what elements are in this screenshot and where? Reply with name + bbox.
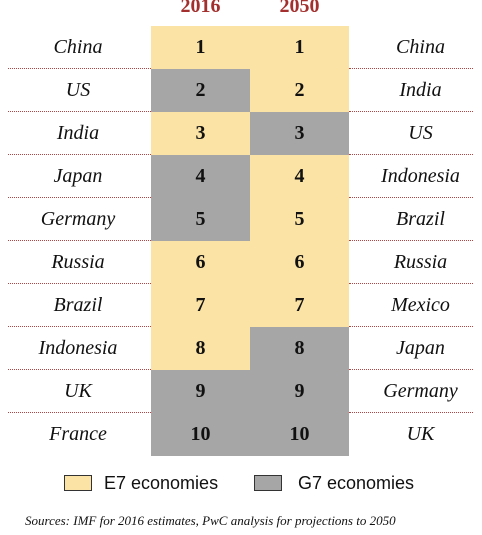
rank-2050: 3 (250, 112, 349, 155)
row-divider-left (8, 240, 151, 242)
e7-swatch (64, 475, 92, 491)
country-2016: Germany (40, 208, 116, 230)
row-divider-right (349, 369, 473, 371)
g7-label: G7 economies (298, 473, 415, 493)
rank-2016: 6 (151, 241, 250, 284)
row-divider-left (8, 412, 151, 414)
country-2050: US (408, 122, 433, 144)
row-divider-left (8, 111, 151, 113)
country-2016: Indonesia (38, 337, 118, 359)
rank-2016: 1 (151, 26, 250, 69)
row-divider-right (349, 412, 473, 414)
rank-2016: 2 (151, 69, 250, 112)
rank-2050: 10 (250, 413, 349, 456)
table-row: China 1 1 China (8, 26, 473, 69)
country-2050: China (396, 36, 445, 58)
country-2016: Russia (51, 251, 105, 273)
rank-2016: 4 (151, 155, 250, 198)
rank-2050: 2 (250, 69, 349, 112)
row-divider-left (8, 197, 151, 199)
header-2016: 2016 (180, 0, 221, 17)
rank-2050: 1 (250, 26, 349, 69)
table-row: Brazil 7 7 Mexico (8, 284, 473, 327)
sources-note: Sources: IMF for 2016 estimates, PwC ana… (25, 513, 396, 528)
table-row: France 10 10 UK (8, 413, 473, 456)
row-divider-right (349, 283, 473, 285)
table-row: Germany 5 5 Brazil (8, 198, 473, 241)
row-divider-left (8, 369, 151, 371)
country-2016: India (56, 122, 100, 144)
ranking-table: China 1 1 China US 2 2 India India 3 3 U… (8, 26, 473, 456)
rank-2016: 10 (151, 413, 250, 456)
g7-swatch (254, 475, 282, 491)
country-2016: Brazil (53, 294, 103, 316)
country-2050: Indonesia (381, 165, 460, 187)
row-divider-left (8, 283, 151, 285)
country-2050: Germany (383, 380, 458, 402)
legend: E7 economies G7 economies (64, 472, 464, 498)
country-2050: India (399, 79, 442, 101)
rank-2016: 7 (151, 284, 250, 327)
country-2050: Brazil (396, 208, 445, 230)
rank-2016: 5 (151, 198, 250, 241)
row-divider-right (349, 197, 473, 199)
table-row: Japan 4 4 Indonesia (8, 155, 473, 198)
country-2016: US (65, 79, 91, 101)
rank-2050: 4 (250, 155, 349, 198)
rank-2016: 3 (151, 112, 250, 155)
rank-2016: 8 (151, 327, 250, 370)
row-divider-right (349, 240, 473, 242)
header-2050: 2050 (279, 0, 320, 17)
country-2016: France (49, 423, 107, 445)
row-divider-left (8, 154, 151, 156)
row-divider-right (349, 68, 473, 70)
country-2050: Russia (393, 251, 448, 273)
row-divider-right (349, 111, 473, 113)
rank-2050: 5 (250, 198, 349, 241)
row-divider-right (349, 154, 473, 156)
country-2050: Mexico (391, 294, 450, 316)
country-2016: UK (64, 380, 92, 402)
row-divider-left (8, 326, 151, 328)
table-row: US 2 2 India (8, 69, 473, 112)
table-row: UK 9 9 Germany (8, 370, 473, 413)
country-2016: China (53, 36, 103, 58)
rank-2050: 7 (250, 284, 349, 327)
rank-2050: 6 (250, 241, 349, 284)
table-row: Russia 6 6 Russia (8, 241, 473, 284)
table-row: India 3 3 US (8, 112, 473, 155)
table-row: Indonesia 8 8 Japan (8, 327, 473, 370)
rank-2050: 8 (250, 327, 349, 370)
e7-label: E7 economies (104, 473, 219, 493)
row-divider-left (8, 68, 151, 70)
country-2050: UK (406, 423, 435, 445)
country-2016: Japan (53, 165, 103, 187)
country-2050: Japan (396, 337, 445, 359)
row-divider-right (349, 326, 473, 328)
rank-2050: 9 (250, 370, 349, 413)
rank-2016: 9 (151, 370, 250, 413)
